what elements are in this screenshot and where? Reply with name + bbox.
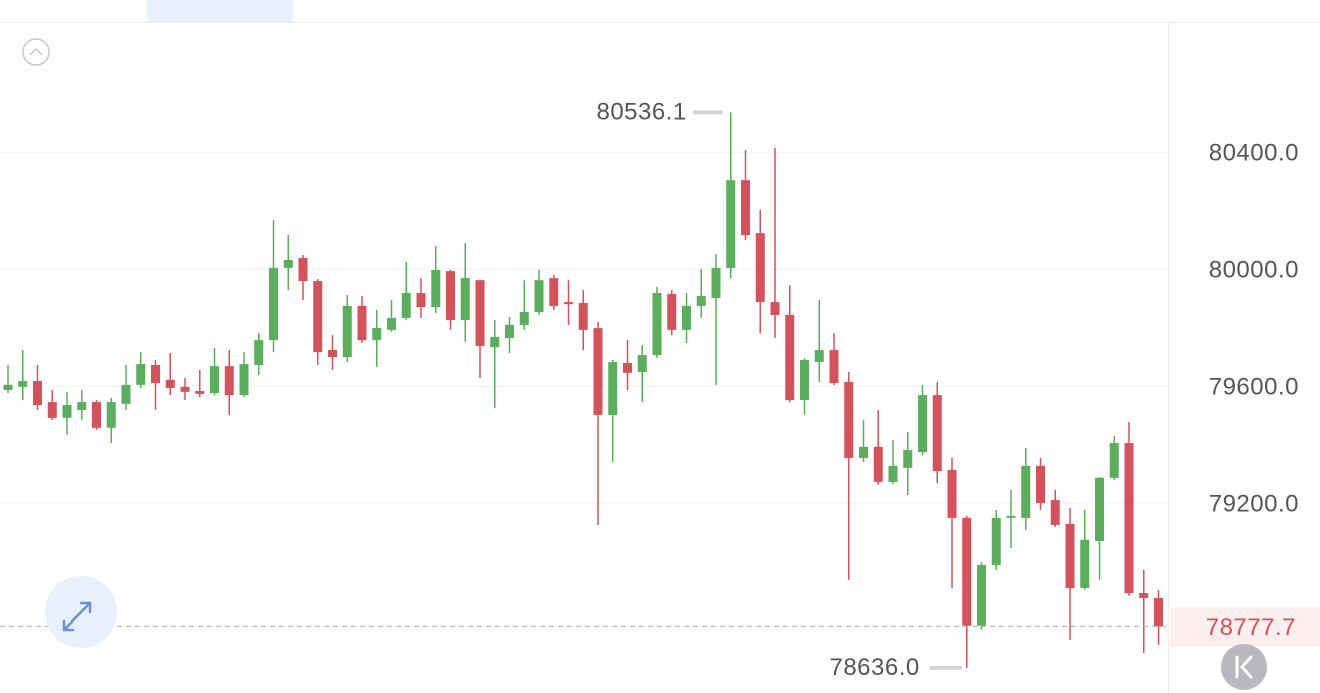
- candle-body: [401, 293, 411, 318]
- candle-body: [947, 469, 957, 518]
- candle-body: [328, 350, 337, 358]
- candle-body: [416, 293, 426, 308]
- collapse-circle: [22, 38, 50, 66]
- candle-body: [505, 324, 514, 339]
- candle-body: [711, 267, 721, 299]
- candle-body: [77, 402, 87, 410]
- candle-body: [637, 355, 647, 372]
- candle-body: [1139, 593, 1149, 598]
- candle-body: [18, 381, 28, 387]
- candle-body: [1124, 443, 1134, 594]
- candle-body: [785, 314, 795, 401]
- candle-body: [814, 350, 824, 363]
- candle-body: [932, 395, 942, 472]
- candle-body: [1036, 465, 1045, 503]
- candle-body: [475, 280, 485, 346]
- candle-body: [387, 317, 396, 330]
- candle-body: [977, 564, 986, 626]
- high-label: 80536.1: [596, 99, 686, 126]
- candle-body: [696, 295, 706, 306]
- candle-body: [726, 180, 736, 268]
- candle-body: [1154, 597, 1163, 627]
- candle-body: [667, 293, 677, 330]
- collapse-button[interactable]: [22, 38, 50, 66]
- active-tab[interactable]: [147, 0, 293, 22]
- candle-body: [888, 465, 898, 482]
- candle-body: [342, 305, 352, 358]
- candle-body: [534, 280, 544, 313]
- candle-body: [549, 278, 559, 306]
- y-tick-label: 80000.0: [1209, 256, 1299, 283]
- candle-body: [210, 366, 219, 394]
- candle-body: [519, 312, 529, 325]
- candle-body: [682, 305, 691, 330]
- candle-body: [800, 359, 809, 401]
- candle-body: [298, 257, 308, 282]
- candle-body: [1050, 500, 1060, 525]
- candle-body: [165, 379, 175, 389]
- candle-body: [446, 271, 455, 320]
- y-tick-label: 80400.0: [1209, 139, 1299, 166]
- candle-body: [151, 364, 160, 384]
- candle-body: [564, 302, 573, 305]
- candle-body: [239, 364, 249, 396]
- candle-body: [136, 364, 146, 385]
- candle-body: [608, 362, 618, 415]
- candle-body: [873, 446, 883, 482]
- expand-icon: [62, 601, 92, 632]
- candle-body: [1065, 524, 1075, 589]
- candle-body: [62, 405, 72, 418]
- candle-body: [918, 395, 927, 453]
- candle-body: [106, 402, 116, 428]
- last-price-box: [1170, 607, 1320, 647]
- y-tick-label: 79200.0: [1209, 490, 1299, 517]
- candle-body: [313, 281, 323, 353]
- candle-body: [269, 267, 278, 341]
- candle-body: [1021, 465, 1031, 518]
- candle-body: [770, 302, 780, 315]
- candle-body: [224, 366, 234, 396]
- candle-body: [92, 402, 101, 428]
- candle-body: [623, 362, 632, 373]
- candle-body: [490, 336, 500, 348]
- candle-body: [357, 305, 367, 341]
- candle-body: [741, 180, 750, 236]
- candle-body: [1080, 539, 1090, 589]
- last-price-label: 78777.7: [1206, 614, 1296, 641]
- collapse-arrow: [29, 47, 43, 56]
- scroll-end-icon: [1235, 655, 1253, 679]
- candle-body: [962, 517, 972, 626]
- candle-body: [1109, 443, 1119, 478]
- scroll-end-button[interactable]: [1221, 644, 1267, 690]
- candle-body: [578, 302, 588, 330]
- candle-body: [3, 384, 13, 391]
- candle-body: [47, 402, 57, 418]
- candle-body: [652, 293, 662, 356]
- expand-button[interactable]: [45, 576, 117, 648]
- candle-body: [1006, 515, 1016, 518]
- candle-body: [33, 381, 42, 406]
- candle-body: [755, 233, 765, 303]
- candle-body: [903, 450, 913, 468]
- candle-body: [1095, 477, 1104, 541]
- candle-body: [859, 446, 868, 458]
- y-tick-label: 79600.0: [1209, 373, 1299, 400]
- low-label: 78636.0: [829, 654, 919, 681]
- candle-body: [254, 340, 264, 365]
- candle-body: [195, 390, 205, 394]
- candle-body: [372, 328, 382, 341]
- candle-body: [844, 381, 854, 458]
- plot-area: 80536.1 78636.0: [0, 99, 1168, 681]
- candle-body: [121, 384, 131, 404]
- candle-body: [283, 259, 293, 268]
- candle-body: [593, 328, 603, 415]
- candle-body: [460, 278, 470, 320]
- candle-body: [829, 350, 839, 384]
- candle-body: [991, 517, 1001, 565]
- candle-body: [431, 269, 441, 308]
- candle-body: [180, 386, 190, 392]
